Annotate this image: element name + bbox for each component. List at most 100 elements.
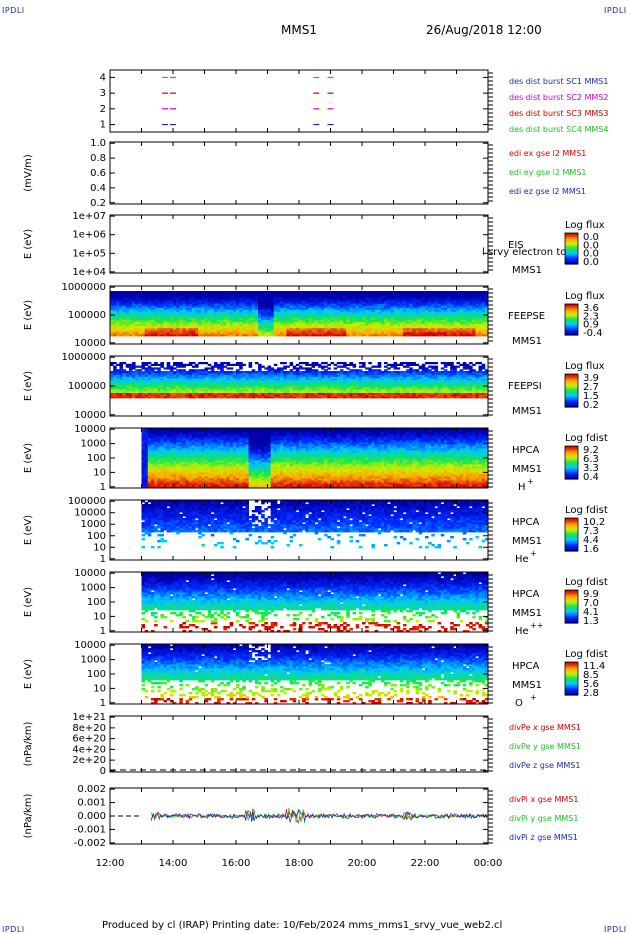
panel-feepse-cell (308, 299, 312, 302)
panel-feepsi-cell (425, 383, 429, 386)
panel-feepse-cell (248, 297, 253, 300)
panel-feepsi-cell (412, 387, 416, 390)
panel-feepse-cell (443, 305, 448, 308)
panel-feepsi-cell (286, 387, 290, 390)
panel-feepse-cell (428, 305, 432, 308)
panel-feepse-cell (116, 293, 120, 296)
panel-feepse-cell (362, 327, 366, 331)
panel-feepse-cell (292, 299, 297, 302)
panel-feepse-cell (154, 319, 158, 323)
panel-feepse-cell (198, 321, 202, 325)
panel-feepsi-cell (365, 372, 369, 375)
panel-feepse-cell (283, 331, 287, 335)
panel-feepse-cell (176, 291, 180, 294)
panel-feepsi-cell (154, 378, 158, 381)
panel-feepsi-cell (409, 378, 413, 381)
panel-feepsi-cell (122, 371, 127, 374)
panel-feepse-cell (173, 305, 177, 308)
panel-feepse-cell (132, 317, 136, 321)
panel-feepse-cell (396, 331, 401, 335)
panel-feepsi-cell (311, 371, 316, 374)
panel-feepsi-cell (276, 396, 281, 399)
panel-feepse-cell (358, 309, 363, 312)
panel-feepsi-cell (377, 380, 382, 383)
panel-feepse-cell (135, 309, 139, 312)
panel-feepse-cell (226, 331, 231, 335)
panel-feepsi-cell (229, 381, 234, 384)
panel-feepse-cell (305, 331, 309, 335)
panel-feepse-cell (128, 313, 133, 316)
panel-feepsi-cell (138, 383, 142, 386)
panel-feepse-cell (198, 317, 202, 321)
panel-feepsi-cell (276, 383, 281, 386)
panel-feepsi-cell (333, 363, 338, 366)
panel-feepsi-cell (154, 374, 158, 377)
panel-feepsi-cell (428, 394, 432, 397)
panel-feepsi-cell (258, 389, 262, 392)
panel-feepsi-cell (365, 390, 369, 393)
panel-feepse-cell (412, 299, 416, 302)
panel-feepse-cell (305, 325, 309, 329)
panel-feepse-cell (198, 315, 202, 318)
panel-feepsi-cell (276, 387, 281, 390)
panel-feepse-cell (415, 333, 420, 337)
panel-feepse-cell (198, 331, 202, 335)
panel-feepse-cell (232, 321, 237, 325)
panel-feepse-cell (431, 291, 435, 294)
panel-feepse-cell (166, 295, 171, 298)
panel-feepsi-cell (317, 372, 322, 375)
panel-feepsi-cell (289, 385, 294, 388)
panel-feepse-cell (295, 303, 300, 306)
panel-feepsi-cell (150, 376, 155, 379)
panel-feepsi-cell (169, 389, 174, 392)
panel-feepse-cell (302, 315, 306, 318)
panel-feepse-cell (402, 303, 407, 306)
panel-feepsi-cell (418, 380, 423, 383)
panel-feepse-cell (437, 301, 442, 304)
panel-feepse-colorbar-swatch (565, 309, 578, 312)
panel-feepse-cell (125, 297, 130, 300)
panel-feepsi-cell (336, 381, 341, 384)
panel-feepse-cell (128, 297, 133, 300)
panel-feepsi-cell (412, 385, 416, 388)
panel-feepsi-cell (371, 390, 375, 393)
panel-feepsi-cell (377, 394, 382, 397)
panel-feepse-cell (481, 331, 486, 335)
panel-feepsi-cell (280, 371, 284, 374)
panel-feepse-cell (223, 295, 227, 298)
panel-feepse-cell (402, 325, 407, 329)
panel-feepsi-cell (428, 385, 432, 388)
panel-feepse-cell (371, 295, 375, 298)
panel-feepse-cell (440, 325, 445, 329)
panel-feepse-cell (113, 325, 117, 329)
panel-feepsi-cell (317, 387, 322, 390)
panel-feepse-cell (377, 319, 382, 323)
panel-feepse-cell (251, 291, 256, 294)
panel-feepsi-cell (286, 396, 290, 399)
panel-feepsi-cell (336, 383, 341, 386)
panel-feepse-cell (302, 303, 306, 306)
panel-feepse-cell (217, 311, 221, 314)
panel-feepse-cell (299, 329, 303, 333)
panel-feepsi-cell (150, 380, 155, 383)
panel-feepse-cell (135, 313, 139, 316)
panel-feepse-cell (459, 295, 464, 298)
panel-feepse-cell (355, 325, 360, 329)
panel-feepsi-cell (110, 376, 114, 379)
panel-feepsi-cell (144, 385, 149, 388)
panel-feepsi-cell (380, 371, 385, 374)
panel-feepse-cell (425, 297, 429, 300)
panel-feepsi-cell (154, 380, 158, 383)
panel-feepsi-cell (393, 362, 398, 365)
panel-feepse-cell (242, 307, 246, 310)
panel-feepse-cell (425, 307, 429, 310)
panel-feepsi-cell (163, 396, 168, 399)
panel-feepsi-cell (406, 392, 410, 395)
panel-feepse-cell (484, 303, 489, 306)
panel-feepsi-cell (198, 396, 202, 399)
panel-feepsi-cell (349, 383, 353, 386)
panel-feepse-cell (393, 311, 398, 314)
panel-feepse-cell (119, 307, 123, 310)
panel-feepse-cell (144, 303, 149, 306)
panel-feepsi-cell (462, 380, 467, 383)
